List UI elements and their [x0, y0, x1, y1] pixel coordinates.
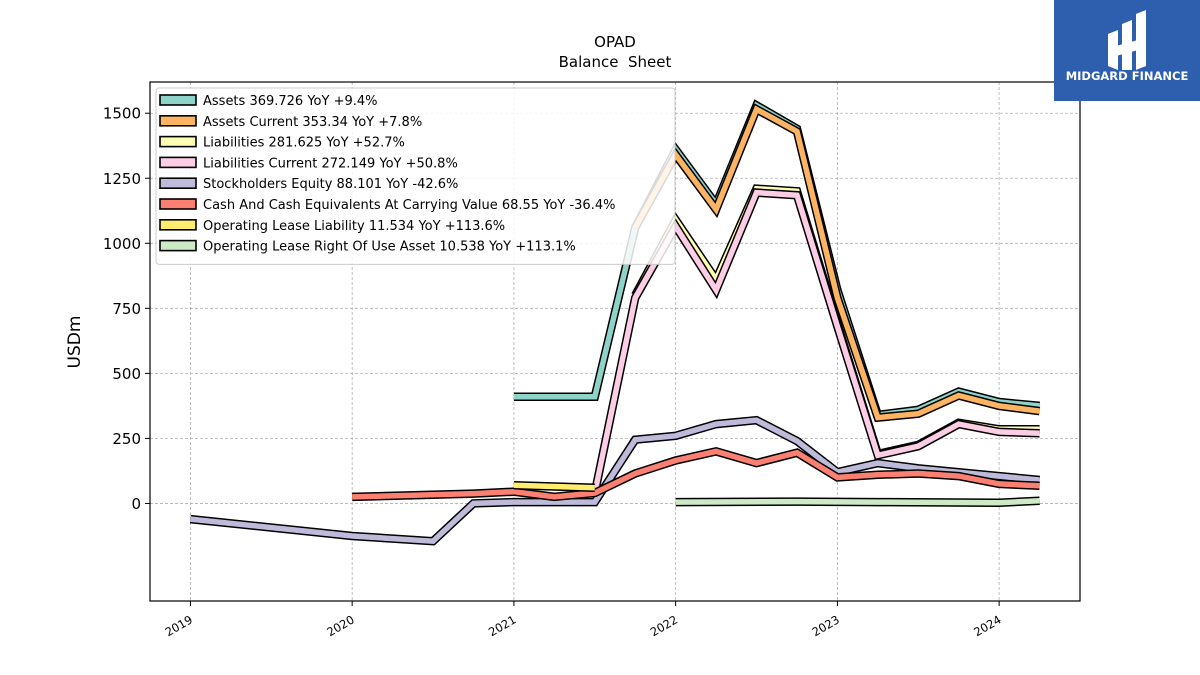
series-line-8 [675, 496, 1040, 507]
x-tick-label: 2024 [971, 612, 1003, 639]
series-line-5 [189, 415, 1041, 546]
series-stroke [675, 498, 1040, 506]
series-line-6 [352, 447, 1040, 502]
legend-box [155, 87, 676, 265]
midgard-finance-logo: MIDGARD FINANCE [1054, 0, 1200, 101]
legend-entry-7: Operating Lease Liability 11.534 YoY +11… [203, 219, 505, 234]
legend-entry-3: Liabilities 281.625 YoY +52.7% [203, 136, 405, 151]
legend-swatch [159, 219, 197, 231]
chart-subtitle: Balance Sheet [559, 53, 672, 71]
y-axis-label: USDm [65, 316, 85, 369]
legend-swatch [159, 156, 197, 169]
legend-swatch [159, 177, 197, 189]
x-tick-label: 2021 [486, 612, 518, 639]
series-stroke [190, 417, 1040, 545]
legend: Assets 369.726 YoY +9.4% Assets Current 3… [155, 87, 676, 265]
series-stroke [513, 482, 595, 491]
x-axis-ticks: 2019 2020 2021 2022 2023 2024 [163, 601, 1004, 639]
plot-area-frame [149, 81, 1081, 602]
logo-text: MIDGARD FINANCE [1066, 69, 1189, 83]
y-tick-label: 1500 [103, 105, 141, 123]
legend-entry-1: Assets 369.726 YoY +9.4% [203, 94, 378, 109]
legend-entry-4: Liabilities Current 272.149 YoY +50.8% [203, 156, 458, 171]
y-tick-label: 1250 [103, 170, 141, 188]
series-line-2 [631, 103, 1041, 423]
legend-swatch [159, 198, 197, 210]
legend-entry-6: Cash And Cash Equivalents At Carrying Va… [203, 198, 615, 213]
legend-swatch [159, 115, 197, 127]
x-tick-label: 2022 [648, 612, 680, 639]
series-stroke [352, 448, 1040, 500]
y-tick-label: 500 [112, 365, 141, 383]
x-tick-label: 2020 [324, 612, 356, 639]
y-tick-label: 1000 [103, 235, 141, 253]
legend-swatch [159, 94, 197, 106]
legend-entry-2: Assets Current 353.34 YoY +7.8% [203, 115, 422, 130]
y-tick-label: 250 [112, 430, 141, 448]
series-line-7 [513, 480, 595, 493]
x-tick-label: 2023 [810, 612, 842, 639]
y-axis-ticks: 0 250 500 750 1000 1250 1500 [103, 105, 150, 513]
logo-mark-icon [1108, 10, 1146, 70]
series-stroke [632, 105, 1040, 421]
y-tick-label: 750 [112, 300, 141, 318]
legend-entry-8: Operating Lease Right Of Use Asset 10.53… [203, 240, 576, 255]
legend-swatch [159, 135, 197, 148]
legend-swatch [159, 239, 197, 252]
x-tick-label: 2019 [163, 612, 195, 639]
legend-entry-5: Stockholders Equity 88.101 YoY -42.6% [203, 177, 458, 192]
y-tick-label: 0 [131, 495, 141, 513]
chart-title: OPAD [594, 33, 636, 51]
